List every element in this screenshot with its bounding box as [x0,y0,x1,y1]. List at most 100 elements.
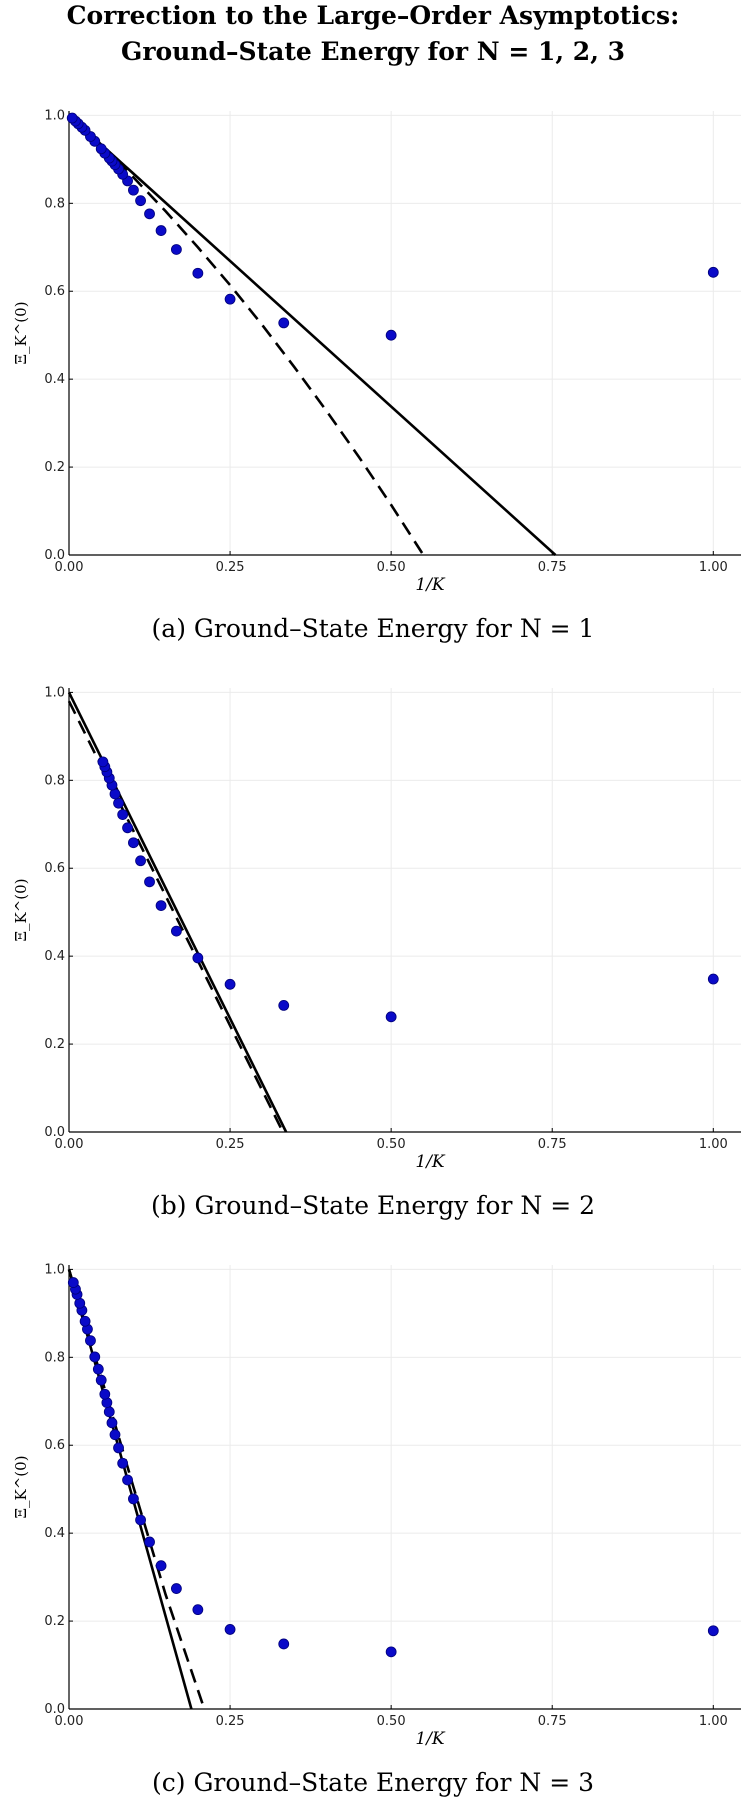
data-point [106,1417,118,1429]
x-tick-label: 0.50 [377,560,406,575]
y-tick-label: 1.0 [44,108,65,123]
x-tick-label: 1.00 [699,1714,728,1729]
solid-line [67,1269,193,1710]
x-tick-label: 0.75 [538,1137,567,1152]
figure-title: Ground–State Energy for N = 1, 2, 3 [121,37,625,66]
data-point [103,1406,115,1418]
x-tick-label: 0.25 [216,1137,245,1152]
data-point [171,244,182,255]
y-tick-label: 0.4 [44,372,65,387]
y-tick-label: 0.0 [44,1702,65,1717]
y-tick-label: 1.0 [44,685,65,700]
x-tick-label: 0.00 [55,560,84,575]
data-point [385,1011,397,1023]
data-point [192,267,204,279]
chart: 0.0 0.2 0.4 0.6 0.8 1.0 0.00 0.25 0.50 0.75 1.00 1/… [12,685,741,1220]
dashed-line [68,114,425,556]
data-point [122,822,133,834]
x-tick-label: 0.50 [377,1714,406,1729]
y-tick-label: 0.0 [44,548,65,563]
data-point [117,1457,129,1469]
data-point [117,809,129,821]
caption: (a) Ground–State Energy for N = 1 [152,614,595,643]
y-tick-label: 1.0 [44,1262,65,1277]
x-tick-label: 1.00 [699,560,728,575]
data-point [66,112,78,124]
data-point [144,208,155,220]
data-point [224,293,236,305]
dashed-line [67,1269,206,1710]
chart: 0.0 0.2 0.4 0.6 0.8 1.0 0.00 0.25 0.50 0.75 1.00 1/… [12,1262,741,1797]
caption: (b) Ground–State Energy for N = 2 [151,1191,595,1220]
y-tick-label: 0.4 [44,1526,65,1541]
y-tick-label: 0.2 [44,460,65,475]
data-point [128,1493,139,1505]
data-point [85,1335,96,1347]
x-tick-label: 0.00 [55,1714,84,1729]
data-point [97,756,109,768]
y-tick-label: 0.2 [44,1037,65,1052]
data-point [92,1363,104,1375]
x-tick-label: 0.00 [55,1137,84,1152]
data-point [99,1388,111,1400]
data-point [192,952,204,964]
data-point [144,876,155,888]
data-point [113,797,124,809]
data-point [155,900,167,912]
x-tick-label: 0.50 [377,1137,406,1152]
solid-line [68,114,557,556]
y-tick-label: 0.4 [44,949,65,964]
x-axis-label: 1/K [415,575,446,595]
data-point [135,195,146,207]
data-point [385,329,397,341]
y-axis-label: Ξ_K^(0) [12,301,30,364]
data-point [144,1536,155,1548]
data-point [95,1374,107,1386]
y-axis-label: Ξ_K^(0) [12,1455,30,1518]
data-point [128,837,139,849]
data-point [192,1604,204,1616]
data-point [171,925,182,937]
y-axis-label: Ξ_K^(0) [12,878,30,941]
dashed-line [67,700,285,1133]
data-point [278,999,290,1011]
data-point [224,1624,236,1635]
chart: 0.0 0.2 0.4 0.6 0.8 1.0 0.00 0.25 0.50 0.75 1.00 1/… [12,108,741,643]
x-tick-label: 0.25 [216,1714,245,1729]
y-tick-label: 0.2 [44,1614,65,1629]
data-point [278,1638,290,1650]
caption: (c) Ground–State Energy for N = 3 [152,1768,594,1797]
data-point [278,317,290,329]
y-tick-label: 0.6 [44,861,65,876]
x-tick-label: 0.25 [216,560,245,575]
y-tick-label: 0.0 [44,1125,65,1140]
data-point [79,1315,91,1327]
x-tick-label: 1.00 [699,1137,728,1152]
data-point [67,1277,79,1288]
data-point [707,1625,719,1637]
y-tick-label: 0.8 [44,1350,65,1365]
data-point [155,225,167,236]
data-point [135,1514,146,1526]
data-point [122,1474,133,1486]
data-point [135,855,146,867]
y-tick-label: 0.6 [44,284,65,299]
data-point [155,1560,167,1572]
data-point [89,1351,101,1363]
x-tick-label: 0.75 [538,560,567,575]
x-axis-label: 1/K [415,1152,446,1172]
y-tick-label: 0.8 [44,196,65,211]
y-tick-label: 0.8 [44,773,65,788]
data-point [128,184,139,196]
y-tick-label: 0.6 [44,1438,65,1453]
figure-title: Correction to the Large–Order Asymptotic… [67,1,680,30]
data-point [707,973,719,985]
data-point [224,978,236,990]
data-point [113,1442,124,1454]
data-point [385,1646,397,1658]
data-point [171,1583,182,1594]
x-axis-label: 1/K [415,1729,446,1749]
data-point [95,143,107,155]
data-point [109,1429,121,1441]
